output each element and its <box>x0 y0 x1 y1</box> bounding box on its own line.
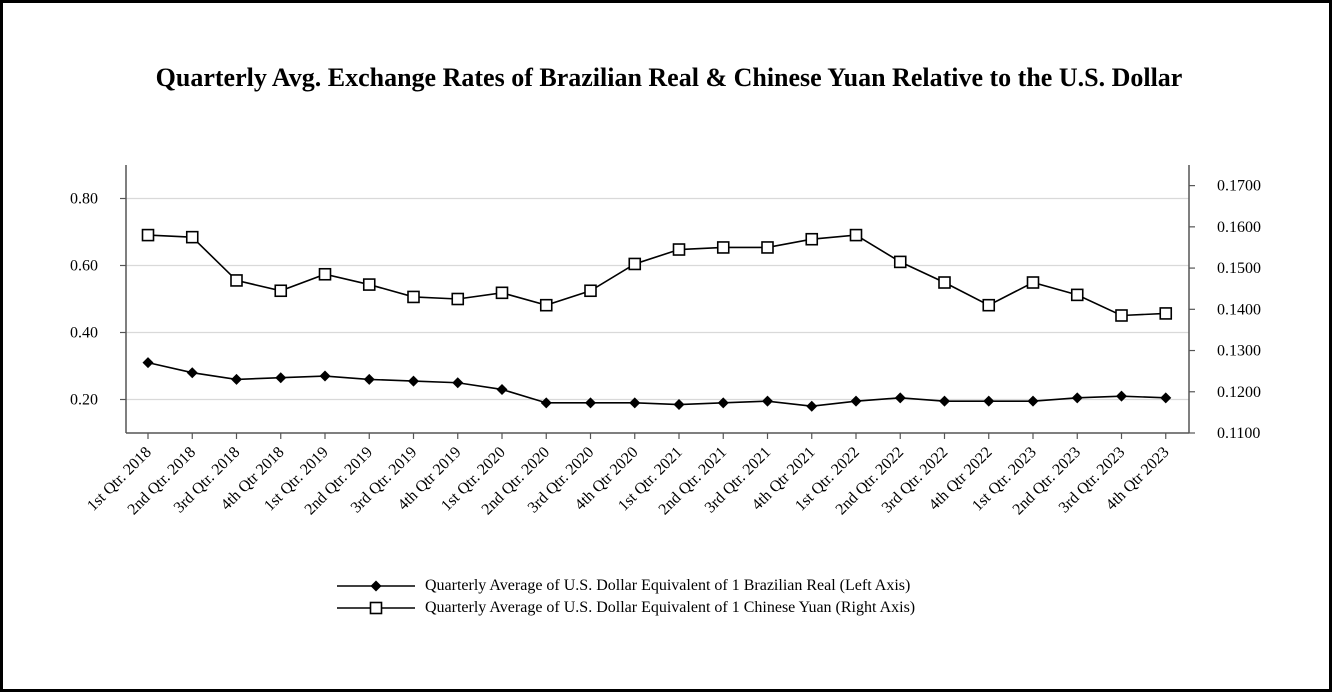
legend-symbol-square <box>337 601 415 615</box>
data-point-chinese-yuan <box>982 298 996 312</box>
right-axis-tick-label: 0.1600 <box>1217 219 1261 236</box>
right-axis-tick-label: 0.1500 <box>1217 260 1261 277</box>
data-point-brazilian-real <box>1071 392 1083 404</box>
data-point-brazilian-real <box>540 397 552 409</box>
data-point-chinese-yuan <box>805 232 819 246</box>
legend-item-chinese-yuan: Quarterly Average of U.S. Dollar Equival… <box>337 597 1037 619</box>
data-point-brazilian-real <box>142 357 154 369</box>
data-point-chinese-yuan <box>451 292 465 306</box>
left-axis-tick-label: 0.60 <box>70 258 98 275</box>
right-axis-tick-label: 0.1100 <box>1217 425 1260 442</box>
data-point-chinese-yuan <box>1115 309 1128 322</box>
data-point-chinese-yuan <box>1026 276 1040 289</box>
data-point-brazilian-real <box>496 383 508 395</box>
data-point-brazilian-real <box>319 370 331 382</box>
right-axis-tick-label: 0.1200 <box>1217 384 1261 401</box>
series-line-chinese-yuan <box>147 234 1166 317</box>
data-point-brazilian-real <box>585 397 596 409</box>
data-point-brazilian-real <box>673 399 685 411</box>
legend-label-chinese-yuan: Quarterly Average of U.S. Dollar Equival… <box>425 599 916 616</box>
data-point-chinese-yuan <box>1159 307 1173 320</box>
data-point-chinese-yuan <box>185 230 199 244</box>
data-point-chinese-yuan <box>716 241 730 254</box>
left-axis-tick-label: 0.80 <box>70 191 98 208</box>
data-point-brazilian-real <box>408 375 419 387</box>
data-point-brazilian-real <box>717 397 729 409</box>
data-point-chinese-yuan <box>761 241 774 254</box>
data-point-chinese-yuan <box>318 267 332 281</box>
data-point-chinese-yuan <box>938 276 951 289</box>
data-point-brazilian-real <box>1027 395 1039 407</box>
data-point-chinese-yuan <box>672 243 686 256</box>
data-point-chinese-yuan <box>1070 288 1084 302</box>
data-point-brazilian-real <box>1160 392 1172 404</box>
data-point-chinese-yuan <box>628 257 642 271</box>
right-axis-tick-label: 0.1300 <box>1217 343 1261 360</box>
data-point-brazilian-real <box>186 367 198 379</box>
data-point-brazilian-real <box>275 372 287 384</box>
data-point-brazilian-real <box>452 377 464 389</box>
data-point-chinese-yuan <box>141 228 155 242</box>
chart-title: Quarterly Avg. Exchange Rates of Brazili… <box>155 63 1183 92</box>
data-point-chinese-yuan <box>407 290 420 304</box>
data-point-chinese-yuan <box>849 228 863 242</box>
legend-item-brazilian-real: Quarterly Average of U.S. Dollar Equival… <box>337 575 1037 597</box>
data-point-brazilian-real <box>894 392 906 404</box>
data-point-chinese-yuan <box>539 298 553 312</box>
left-axis-tick-label: 0.20 <box>70 392 98 409</box>
left-axis-tick-label: 0.40 <box>70 325 98 342</box>
data-point-brazilian-real <box>850 395 862 407</box>
data-point-brazilian-real <box>231 373 242 385</box>
chart-canvas: 0.20 0.40 0.60 0.80 0.1100 0.1200 0.1300 0.1400… <box>70 165 1261 518</box>
right-axis-tick-label: 0.1400 <box>1217 301 1261 318</box>
data-point-chinese-yuan <box>274 284 288 298</box>
data-point-brazilian-real <box>1116 390 1127 402</box>
legend-symbol-diamond <box>337 580 415 592</box>
right-axis-tick-label: 0.1700 <box>1217 178 1261 195</box>
data-point-brazilian-real <box>939 395 950 407</box>
data-point-brazilian-real <box>762 395 773 407</box>
data-point-chinese-yuan <box>495 286 509 300</box>
data-point-chinese-yuan <box>230 274 243 287</box>
data-point-brazilian-real <box>629 397 641 409</box>
data-point-brazilian-real <box>983 395 995 407</box>
data-point-chinese-yuan <box>893 255 907 269</box>
series-line-brazilian-real <box>147 361 1166 408</box>
data-point-chinese-yuan <box>362 278 376 291</box>
legend: Quarterly Average of U.S. Dollar Equival… <box>337 575 1037 619</box>
legend-label-brazilian-real: Quarterly Average of U.S. Dollar Equival… <box>425 577 911 594</box>
data-point-brazilian-real <box>363 373 375 385</box>
data-point-chinese-yuan <box>584 284 597 298</box>
data-point-brazilian-real <box>806 400 818 412</box>
